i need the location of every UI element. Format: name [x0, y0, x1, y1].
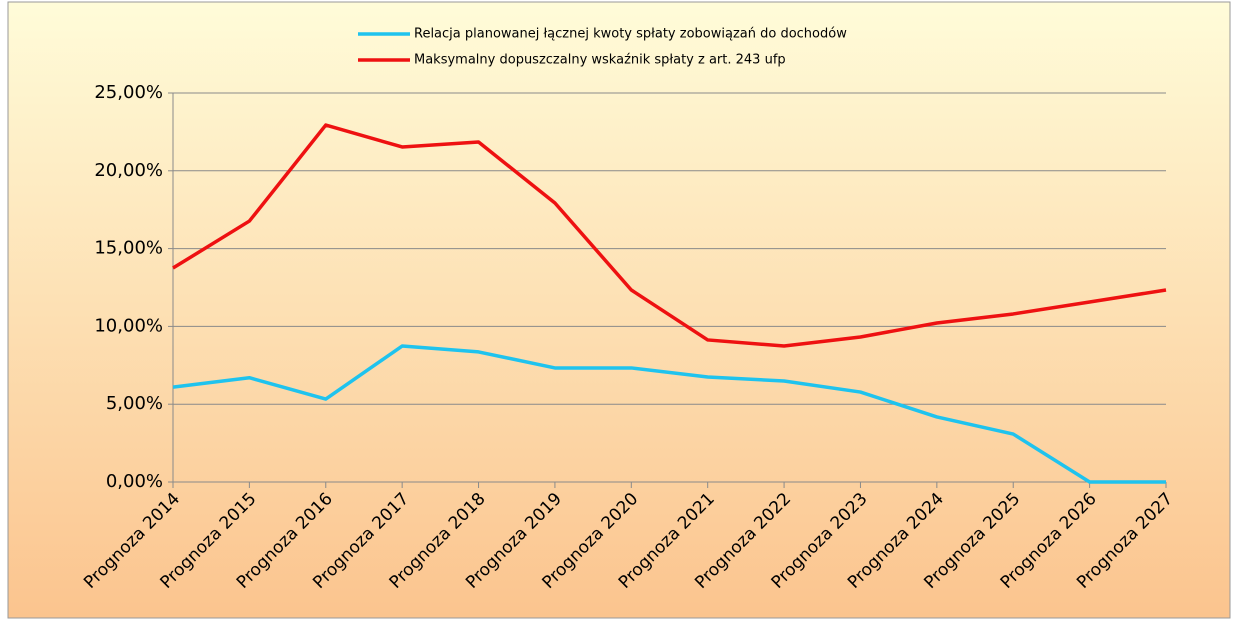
y-tick-label: 0,00%	[106, 471, 163, 492]
legend-label: Maksymalny dopuszczalny wskaźnik spłaty …	[414, 53, 786, 68]
series-line	[172, 123, 1167, 348]
y-tick-label: 15,00%	[94, 238, 163, 259]
y-tick-label: 25,00%	[94, 82, 163, 103]
y-tick-label: 20,00%	[94, 160, 163, 181]
chart-background	[7, 1, 1231, 619]
series-line	[172, 344, 1166, 484]
legend-label: Relacja planowanej łącznej kwoty spłaty …	[414, 27, 847, 42]
y-tick-label: 10,00%	[94, 315, 163, 336]
y-tick-label: 5,00%	[106, 393, 163, 414]
